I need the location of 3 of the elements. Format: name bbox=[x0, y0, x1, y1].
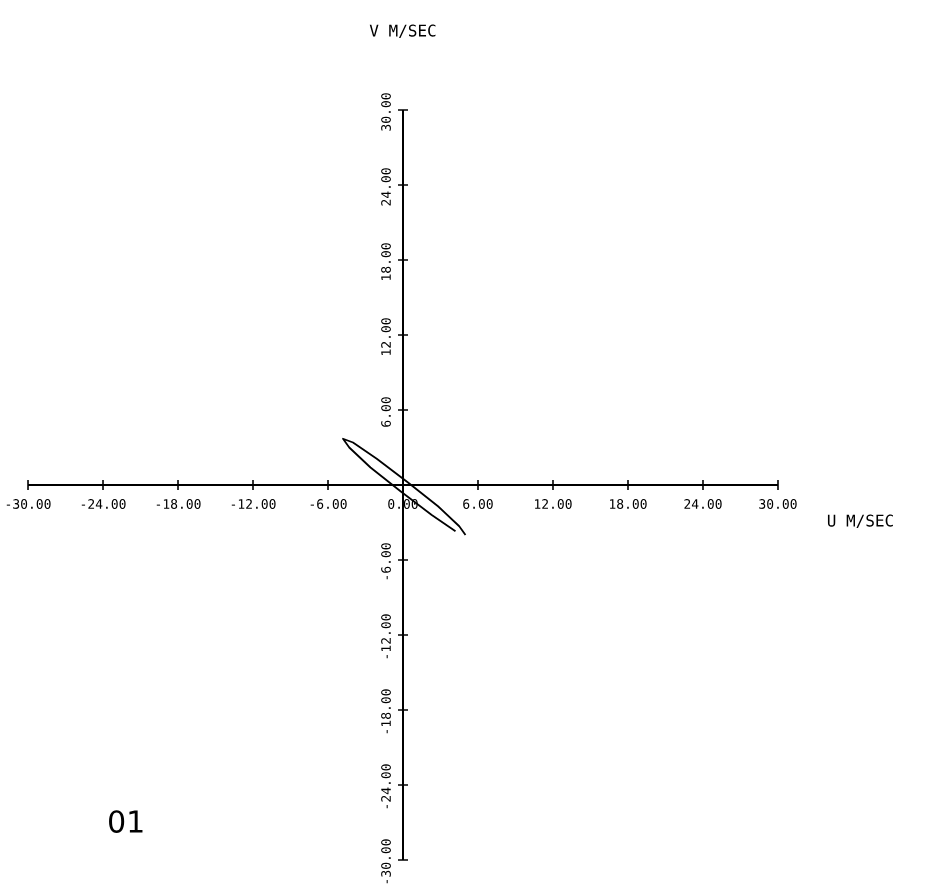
y-axis-title: V M/SEC bbox=[369, 24, 436, 38]
annotation: 01 bbox=[109, 810, 143, 833]
x-axis-title: U M/SEC bbox=[827, 514, 893, 528]
